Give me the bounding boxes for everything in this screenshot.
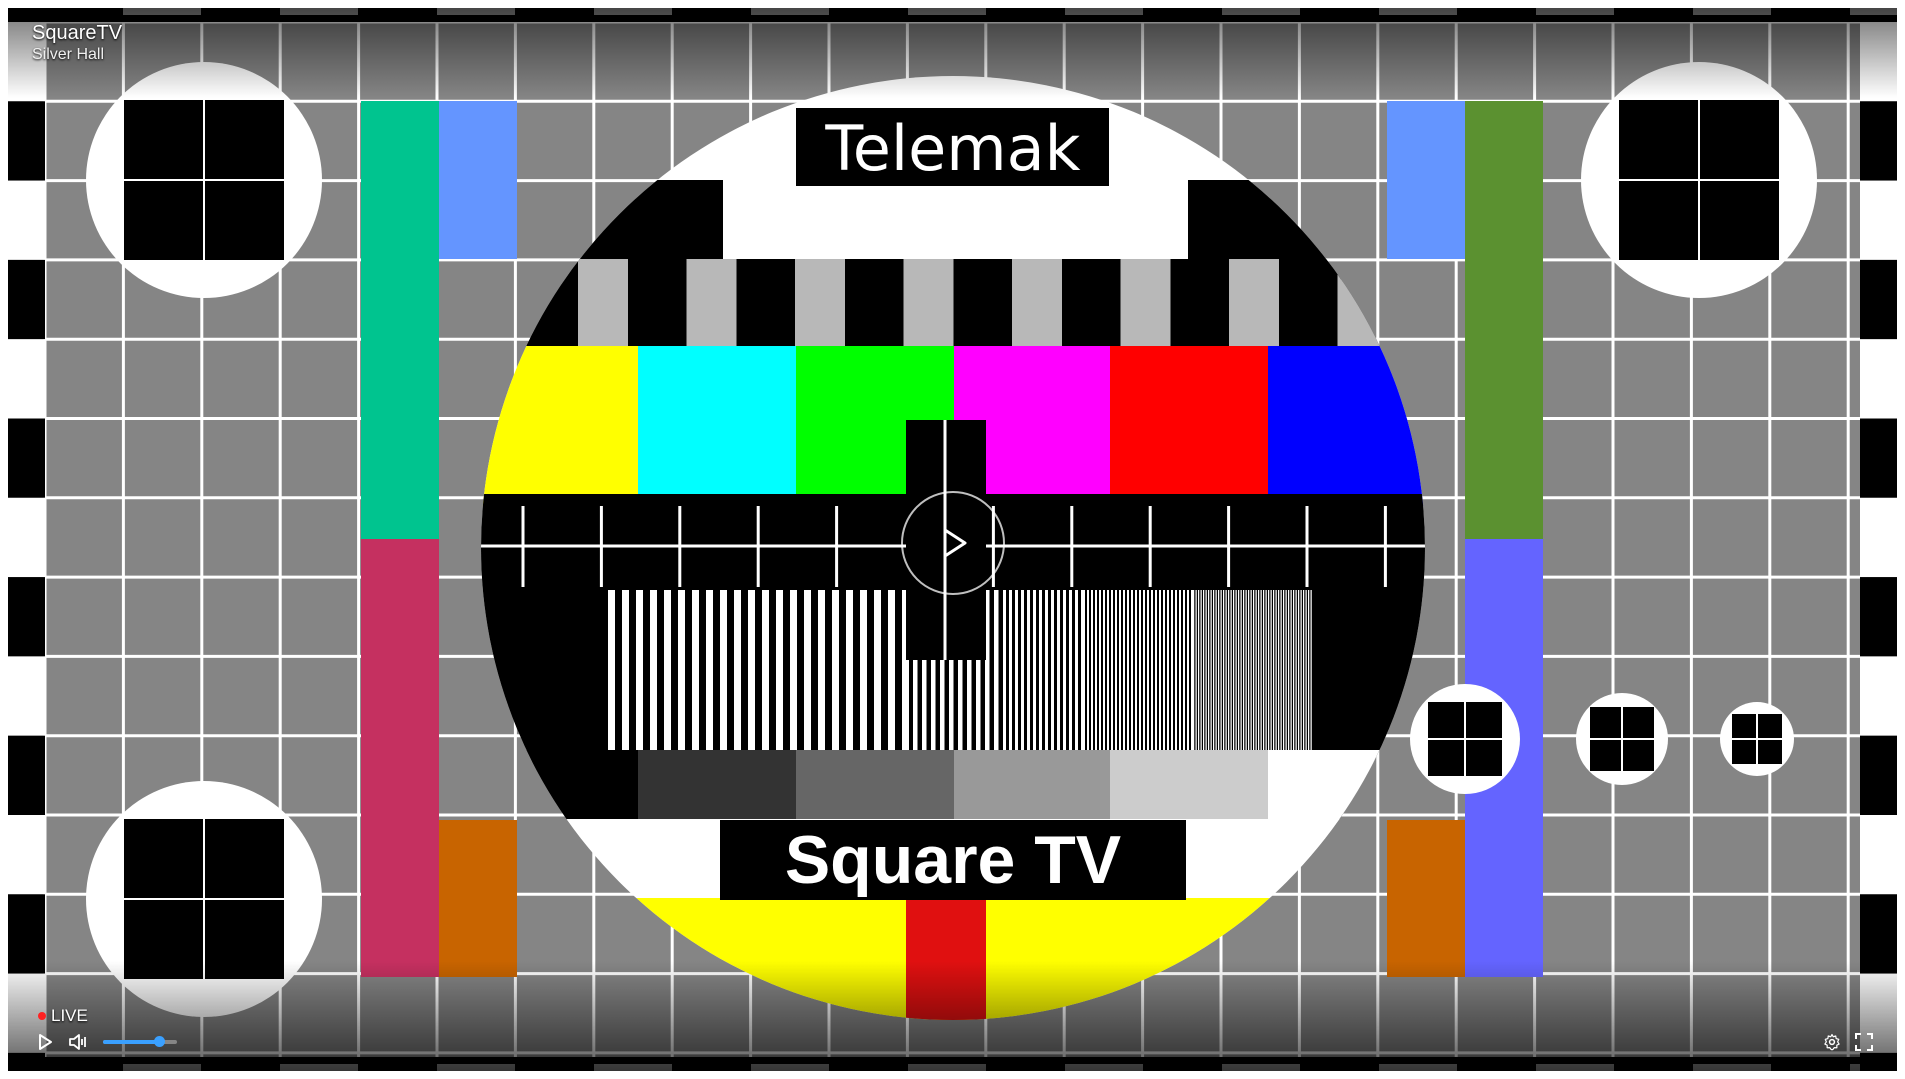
right-column-top (1465, 101, 1543, 539)
channel-subtitle: Silver Hall (32, 46, 104, 64)
video-player[interactable]: Telemak Square TV SquareTV Silver Hall L… (8, 8, 1897, 1071)
play-icon (36, 1033, 54, 1051)
live-indicator: LIVE (38, 1006, 88, 1026)
channel-title: SquareTV (32, 22, 122, 45)
left-column-top (361, 101, 439, 539)
right-blue-block (1387, 101, 1465, 259)
play-icon (936, 526, 970, 560)
right-orange-block (1387, 820, 1465, 977)
left-column-bottom (361, 539, 439, 977)
big-play-button[interactable] (901, 491, 1005, 595)
volume-handle[interactable] (154, 1036, 165, 1047)
fullscreen-button[interactable] (1851, 1029, 1877, 1055)
live-dot (38, 1012, 46, 1020)
volume-fill (103, 1040, 159, 1044)
mute-button[interactable] (66, 1029, 92, 1055)
top-label: Telemak (824, 112, 1080, 185)
live-label: LIVE (51, 1006, 88, 1026)
left-blue-block (439, 101, 517, 259)
fullscreen-icon (1854, 1032, 1874, 1052)
play-button[interactable] (32, 1029, 58, 1055)
bottom-label: Square TV (785, 822, 1121, 898)
left-orange-block (439, 820, 517, 977)
settings-button[interactable] (1819, 1029, 1845, 1055)
gear-icon (1823, 1033, 1841, 1051)
volume-slider[interactable] (103, 1040, 177, 1044)
volume-muted-icon (68, 1033, 90, 1051)
